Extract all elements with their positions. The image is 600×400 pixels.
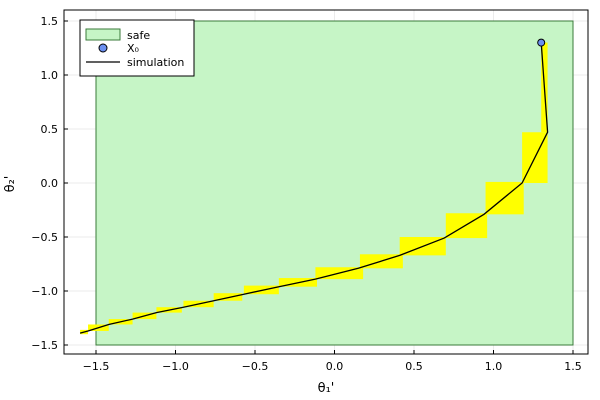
- y-axis-label: θ₂': [3, 176, 18, 193]
- x-tick-label-2: −0.5: [242, 360, 269, 373]
- x-axis-ticks: −1.5 −1.0 −0.5 0.0 0.5 1.0 1.5: [83, 350, 582, 373]
- initial-point-x0: [537, 38, 546, 47]
- reach-box-9: [213, 293, 243, 301]
- legend-safe-swatch: [85, 28, 121, 41]
- legend-safe-label: safe: [127, 29, 150, 42]
- x-tick-label-0: −1.5: [83, 360, 110, 373]
- initial-point-layer: [537, 38, 546, 47]
- plot-frame: [63, 9, 589, 355]
- x-tick-label-4: 0.5: [405, 360, 423, 373]
- legend-x0-label: X₀: [127, 42, 140, 55]
- x-tick-label-3: 0.0: [326, 360, 344, 373]
- legend-x0-marker: [98, 43, 108, 53]
- x-tick-label-1: −1.0: [162, 360, 189, 373]
- y-tick-label-5: 1.0: [41, 69, 59, 82]
- y-tick-label-1: −1.0: [31, 285, 58, 298]
- legend: safe X₀ simulation: [79, 19, 195, 77]
- y-tick-label-6: 1.5: [41, 15, 59, 28]
- legend-simulation-label: simulation: [127, 56, 184, 69]
- y-axis-ticks: −1.5 −1.0 −0.5 0.0 0.5 1.0 1.5: [31, 15, 68, 352]
- x-tick-label-5: 1.0: [485, 360, 503, 373]
- y-tick-label-0: −1.5: [31, 339, 58, 352]
- reach-box-3: [445, 213, 488, 239]
- simulation-line: [79, 42, 549, 334]
- y-tick-label-4: 0.5: [41, 123, 59, 136]
- simulation-layer: [79, 42, 549, 334]
- y-tick-label-2: −0.5: [31, 231, 58, 244]
- x-axis-label: θ₁': [318, 381, 335, 396]
- x-tick-label-6: 1.5: [564, 360, 582, 373]
- y-tick-label-3: 0.0: [41, 177, 59, 190]
